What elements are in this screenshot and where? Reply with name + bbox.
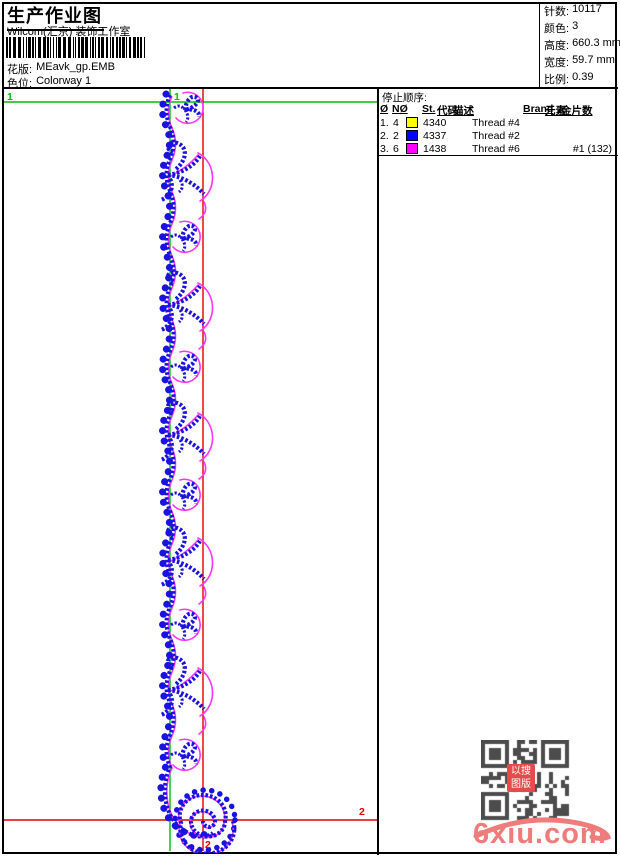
stop-panel-bottom-border <box>379 155 618 156</box>
vine-scallops <box>157 90 213 840</box>
col-header-st: St. <box>422 103 436 115</box>
row-code: 1438 <box>423 143 447 155</box>
vine-stitching <box>162 94 215 839</box>
scale-row: 比例: 0.39 <box>544 71 617 87</box>
row-desc: Thread #2 <box>472 130 520 142</box>
stop-sequence-panel: 停止顺序: Ø NØ St. 代码 描述 Brand 元素 金片数 1. 4 4… <box>379 88 618 155</box>
pattern-value: MEavk_gp.EMB <box>36 61 115 73</box>
stitch-count-label: 针数: <box>544 6 570 18</box>
header-divider <box>2 87 618 89</box>
start-marker: 1 <box>174 91 180 103</box>
row-code: 4337 <box>423 130 447 142</box>
seal-text-row: 以搜 <box>511 766 531 777</box>
width-value: 59.7 mm <box>572 54 615 66</box>
studio-name: Wilcom(汇京) 装饰工作室 <box>7 26 131 38</box>
pattern-file-line: 花版: MEavk_gp.EMB <box>7 61 115 77</box>
circle-motif <box>171 609 200 640</box>
thread-color-swatch <box>406 143 418 154</box>
circle-motif <box>171 739 200 770</box>
panel-divider <box>377 89 379 855</box>
stitch-count-row: 针数: 10117 <box>544 3 617 19</box>
height-row: 高度: 660.3 mm <box>544 37 620 53</box>
width-row: 宽度: 59.7 mm <box>544 54 617 70</box>
end-marker: 2 <box>205 839 211 851</box>
barcode <box>6 37 152 58</box>
color-count-value: 3 <box>572 20 579 32</box>
col-header-element: 元素 <box>545 105 566 117</box>
start-marker-left: 1 <box>7 91 13 103</box>
scale-value: 0.39 <box>572 71 594 83</box>
circle-motif <box>171 221 200 252</box>
row-desc: Thread #6 <box>472 143 520 155</box>
thread-row: 1. 4 4340 Thread #4 <box>379 117 618 130</box>
col-header-desc: 描述 <box>453 105 474 117</box>
scale-label: 比例: <box>544 74 570 86</box>
thread-row: 3. 6 1438 Thread #6 #1 (132) <box>379 143 618 156</box>
design-info-box: 针数: 10117 颜色: 3 高度: 660.3 mm 宽度: 59.7 mm… <box>539 3 620 87</box>
page-title: 生产作业图 <box>7 2 104 31</box>
seal-text-row: 图版 <box>511 779 531 790</box>
row-index: 3. <box>380 143 389 155</box>
row-index: 1. <box>380 117 389 129</box>
col-header-needle: NØ <box>392 103 408 115</box>
red-seal-stamp: 以搜 图版 <box>507 764 535 792</box>
watermark-swoosh <box>473 817 612 841</box>
color-count-label: 颜色: <box>544 23 570 35</box>
col-header-code: 代码 <box>437 105 458 117</box>
height-label: 高度: <box>544 40 570 52</box>
thread-color-swatch <box>406 117 418 128</box>
row-code: 4340 <box>423 117 447 129</box>
circle-motif <box>171 351 200 382</box>
row-sequins: #1 (132) <box>572 143 612 155</box>
row-desc: Thread #4 <box>472 117 520 129</box>
thread-row: 2. 2 4337 Thread #2 <box>379 130 618 143</box>
pattern-label: 花版: <box>7 64 33 76</box>
height-value: 660.3 mm <box>572 37 620 49</box>
col-header-number: Ø <box>380 103 389 115</box>
row-needle: 2 <box>393 130 399 142</box>
stitch-count-value: 10117 <box>572 3 602 15</box>
stop-sequence-title: 停止顺序: <box>382 92 427 104</box>
circle-motif <box>171 479 200 510</box>
thread-color-swatch <box>406 130 418 141</box>
row-needle: 4 <box>393 117 399 129</box>
col-header-sequins: 金片数 <box>561 105 593 117</box>
row-index: 2. <box>380 130 389 142</box>
width-label: 宽度: <box>544 57 570 69</box>
color-count-row: 颜色: 3 <box>544 20 617 36</box>
col-header-brand: Brand <box>523 103 554 115</box>
design-canvas: 1 1 2 2 <box>4 89 377 853</box>
end-marker-right: 2 <box>359 806 365 818</box>
colorway-value: Colorway 1 <box>36 75 92 87</box>
watermark-site: 6xiu.com <box>473 818 607 850</box>
row-needle: 6 <box>393 143 399 155</box>
